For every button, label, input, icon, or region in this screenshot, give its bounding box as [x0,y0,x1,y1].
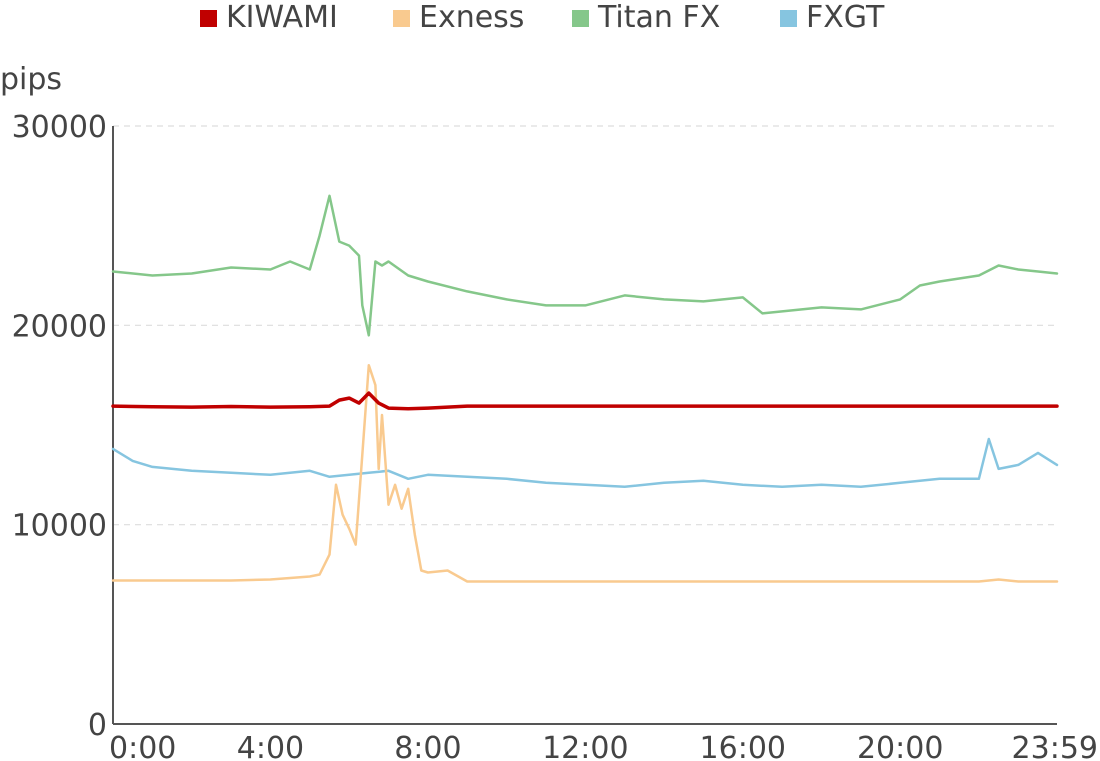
legend-item-exness[interactable]: Exness [393,0,524,36]
legend-label-titanfx: Titan FX [598,0,721,35]
x-tick-label: 4:00 [237,731,304,761]
legend-item-titanfx[interactable]: Titan FX [572,0,720,36]
legend-swatch-exness [393,9,410,27]
x-tick-label: 23:59 [1012,731,1098,761]
legend-label-fxgt: FXGT [806,0,885,35]
legend-label-exness: Exness [419,0,525,35]
y-tick-label: 10000 [12,509,107,544]
x-tick-label: 8:00 [394,731,461,761]
y-tick-label: 0 [88,708,107,743]
y-tick-label: 20000 [12,309,107,344]
legend-label-kiwami: KIWAMI [226,0,338,35]
x-tick-label: 12:00 [542,731,628,761]
legend-item-fxgt[interactable]: FXGT [780,0,884,36]
series-line-exness [111,363,1059,583]
y-tick-label: 30000 [12,110,107,145]
series-line-fxgt [111,437,1059,489]
x-tick-label: 20:00 [857,731,943,761]
legend-swatch-fxgt [780,9,797,27]
legend-swatch-titanfx [572,9,589,27]
series-line-titan-fx [111,194,1059,337]
series-line-kiwami [111,391,1059,411]
y-axis-label: pips [0,62,63,97]
x-tick-label: 0:00 [109,731,176,761]
legend: KIWAMI Exness Titan FX FXGT [0,0,1100,40]
legend-item-kiwami[interactable]: KIWAMI [200,0,338,36]
x-tick-label: 16:00 [700,731,786,761]
legend-swatch-kiwami [200,9,217,27]
